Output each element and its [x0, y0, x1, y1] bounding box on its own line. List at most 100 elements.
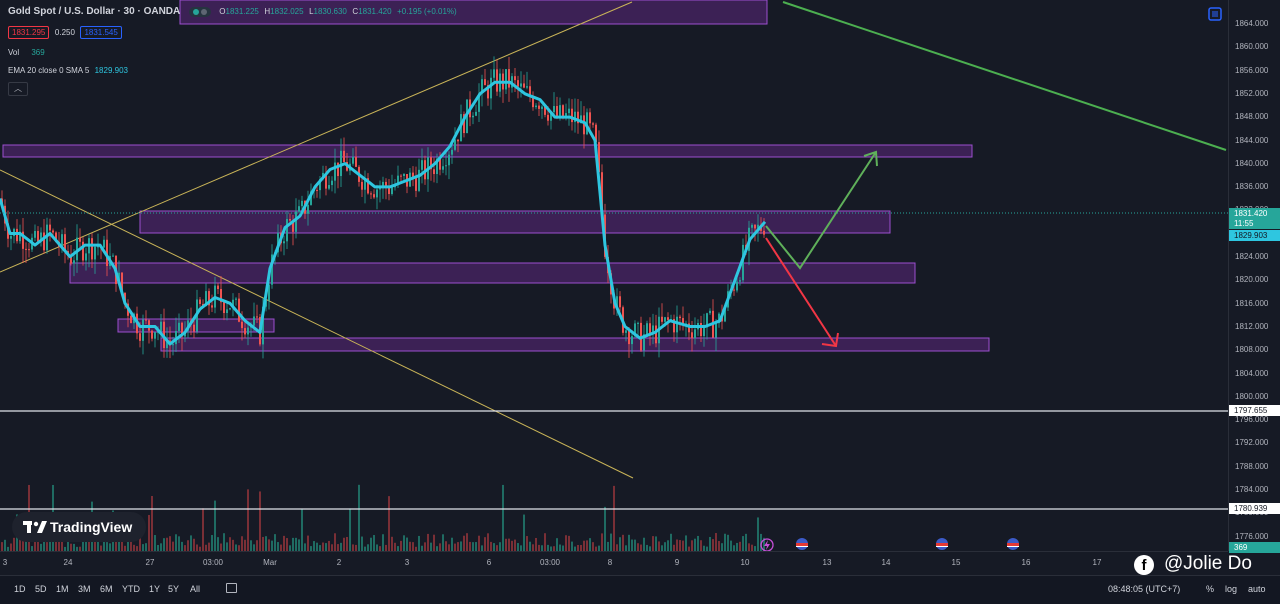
- volume-bar: [736, 542, 738, 551]
- candle-body: [37, 230, 39, 242]
- volume-bar: [739, 541, 741, 551]
- collapse-legend-button[interactable]: ︿: [8, 82, 28, 96]
- price-axis[interactable]: 1864.000 1860.000 1856.000 1852.000 1848.000…: [1228, 0, 1280, 553]
- falling-trendline[interactable]: [0, 169, 634, 479]
- volume-bar: [145, 543, 147, 551]
- range-button-ytd[interactable]: YTD: [122, 584, 140, 594]
- volume-bar: [358, 484, 360, 551]
- time-tick: 2: [336, 558, 342, 567]
- candle-body: [283, 241, 285, 244]
- candle-body: [619, 296, 621, 308]
- ema-label[interactable]: EMA 20 close 0 SMA 5: [8, 66, 90, 75]
- volume-bar: [580, 544, 582, 551]
- buy-price-button[interactable]: 1831.545: [80, 26, 122, 39]
- volume-bar: [688, 546, 690, 551]
- candle-body: [70, 255, 72, 264]
- time-axis[interactable]: 3 24 27 03:00 Mar 2 3 6 03:00 8 9 10 13 14 15 16 17: [0, 551, 1228, 576]
- zone-1830[interactable]: [139, 210, 891, 234]
- date-range-icon[interactable]: [226, 583, 237, 593]
- zone-1821[interactable]: [69, 262, 916, 284]
- green-downtrend-line[interactable]: [782, 1, 1227, 151]
- bearish-projection-arrow[interactable]: [765, 237, 837, 347]
- candle-body: [667, 317, 669, 320]
- price-tick: 1812.000: [1235, 321, 1269, 331]
- candle-body: [589, 112, 591, 124]
- spread-value: 0.250: [54, 28, 75, 37]
- volume-bar: [481, 545, 483, 551]
- candle-body: [439, 158, 441, 170]
- volume-bar: [238, 545, 240, 551]
- volume-bar: [166, 537, 168, 551]
- clock[interactable]: 08:48:05 (UTC+7): [1108, 584, 1181, 594]
- volume-bar: [745, 533, 747, 551]
- volume-bar: [73, 543, 75, 551]
- range-button-1d[interactable]: 1D: [14, 584, 26, 594]
- volume-bar: [367, 544, 369, 551]
- us-flag-event-icon[interactable]: [1007, 538, 1019, 550]
- candle-body: [151, 330, 153, 339]
- log-toggle[interactable]: log: [1225, 584, 1238, 594]
- chart-canvas[interactable]: [0, 0, 1228, 551]
- volume-bar: [319, 545, 321, 551]
- range-button-6m[interactable]: 6M: [100, 584, 113, 594]
- price-tick: 1792.000: [1235, 438, 1269, 448]
- volume-bar: [490, 541, 492, 551]
- volume-bar: [331, 544, 333, 551]
- chart-area[interactable]: Gold Spot / U.S. Dollar · 30 · OANDA O18…: [0, 0, 1228, 551]
- volume-label[interactable]: Vol: [8, 48, 20, 57]
- bullish-projection-arrow[interactable]: [765, 151, 877, 270]
- volume-bar: [385, 544, 387, 551]
- volume-bar: [634, 539, 636, 551]
- candle-body: [25, 248, 27, 250]
- volume-bar: [328, 540, 330, 551]
- candle-body: [112, 255, 114, 257]
- range-button-all[interactable]: All: [190, 584, 201, 594]
- tradingview-logo[interactable]: TradingView: [12, 512, 146, 542]
- candle-body: [679, 316, 681, 319]
- range-button-3m[interactable]: 3M: [78, 584, 91, 594]
- chart-settings-icon[interactable]: [1208, 7, 1222, 21]
- candle-body: [694, 329, 696, 339]
- candle-body: [523, 83, 525, 88]
- candle-body: [244, 328, 246, 335]
- us-flag-event-icon[interactable]: [936, 538, 948, 550]
- sell-price-button[interactable]: 1831.295: [8, 26, 50, 39]
- bottom-toolbar: 1D 5D 1M 3M 6M YTD 1Y 5Y All 08:48:05 (UTC+7) % …: [0, 575, 1280, 604]
- volume-bar: [178, 536, 180, 551]
- volume-bar: [457, 542, 459, 551]
- lightning-event-icon[interactable]: [760, 538, 774, 551]
- range-button-5d[interactable]: 5D: [35, 584, 47, 594]
- volume-bar: [607, 541, 609, 551]
- candle-body: [493, 69, 495, 78]
- range-button-5y[interactable]: 5Y: [168, 584, 180, 594]
- volume-bar: [271, 540, 273, 551]
- range-button-1y[interactable]: 1Y: [149, 584, 161, 594]
- time-tick: 3: [2, 558, 8, 567]
- candle-body: [700, 322, 702, 337]
- zone-1809[interactable]: [160, 337, 990, 352]
- us-flag-event-icon[interactable]: [796, 538, 808, 550]
- rising-trendline[interactable]: [0, 1, 633, 273]
- volume-bar: [352, 544, 354, 551]
- volume-bar: [7, 546, 9, 551]
- range-button-1m[interactable]: 1M: [56, 584, 69, 594]
- volume-bar: [220, 543, 222, 551]
- volume-bar: [412, 542, 414, 551]
- volume-bar: [610, 533, 612, 551]
- volume-bar: [262, 536, 264, 551]
- percent-toggle[interactable]: %: [1206, 584, 1215, 594]
- symbol-title[interactable]: Gold Spot / U.S. Dollar · 30 · OANDA: [8, 6, 181, 17]
- candle-body: [79, 237, 81, 242]
- volume-bar: [307, 535, 309, 551]
- price-tick: 1804.000: [1235, 368, 1269, 378]
- volume-bar: [550, 546, 552, 551]
- candle-body: [103, 239, 105, 248]
- candle-body: [535, 105, 537, 108]
- candle-body: [310, 191, 312, 205]
- auto-toggle[interactable]: auto: [1248, 584, 1266, 594]
- candle-body: [271, 254, 273, 285]
- zone-top[interactable]: [179, 0, 768, 25]
- volume-bar: [37, 535, 39, 551]
- zone-1842[interactable]: [2, 144, 973, 158]
- candle-body: [643, 334, 645, 351]
